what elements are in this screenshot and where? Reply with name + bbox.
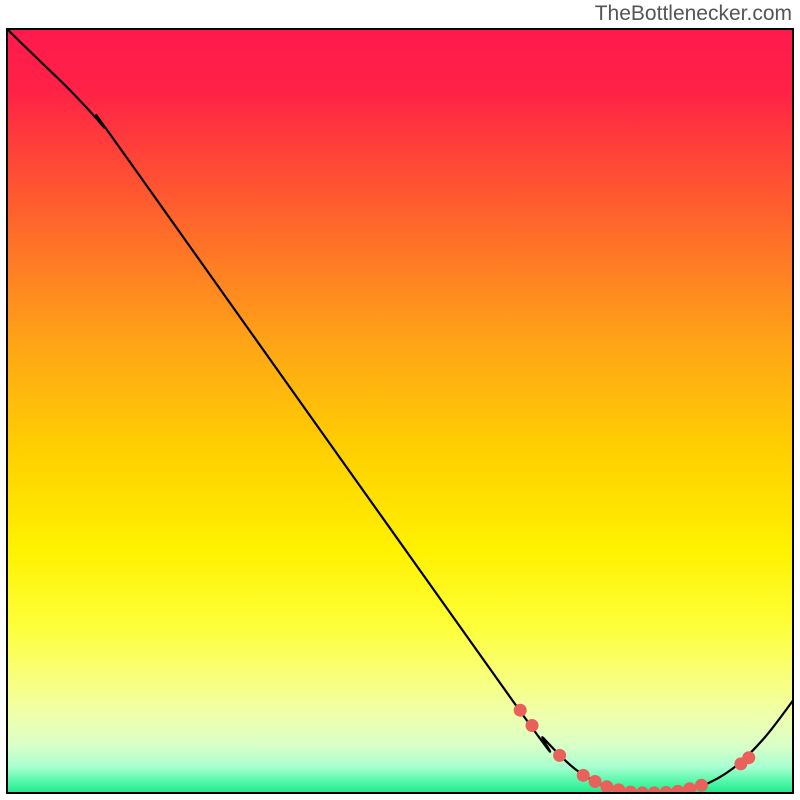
- curve-marker: [600, 780, 613, 793]
- curve-marker: [526, 719, 539, 732]
- curve-marker: [742, 751, 755, 764]
- watermark-text: TheBottlenecker.com: [595, 2, 792, 26]
- chart-background: [8, 30, 794, 794]
- chart-container: [6, 28, 794, 794]
- curve-marker: [553, 749, 566, 762]
- curve-marker: [577, 769, 590, 782]
- curve-marker: [589, 775, 602, 788]
- curve-marker: [695, 779, 708, 792]
- curve-marker: [514, 704, 527, 717]
- chart-svg: [8, 30, 794, 794]
